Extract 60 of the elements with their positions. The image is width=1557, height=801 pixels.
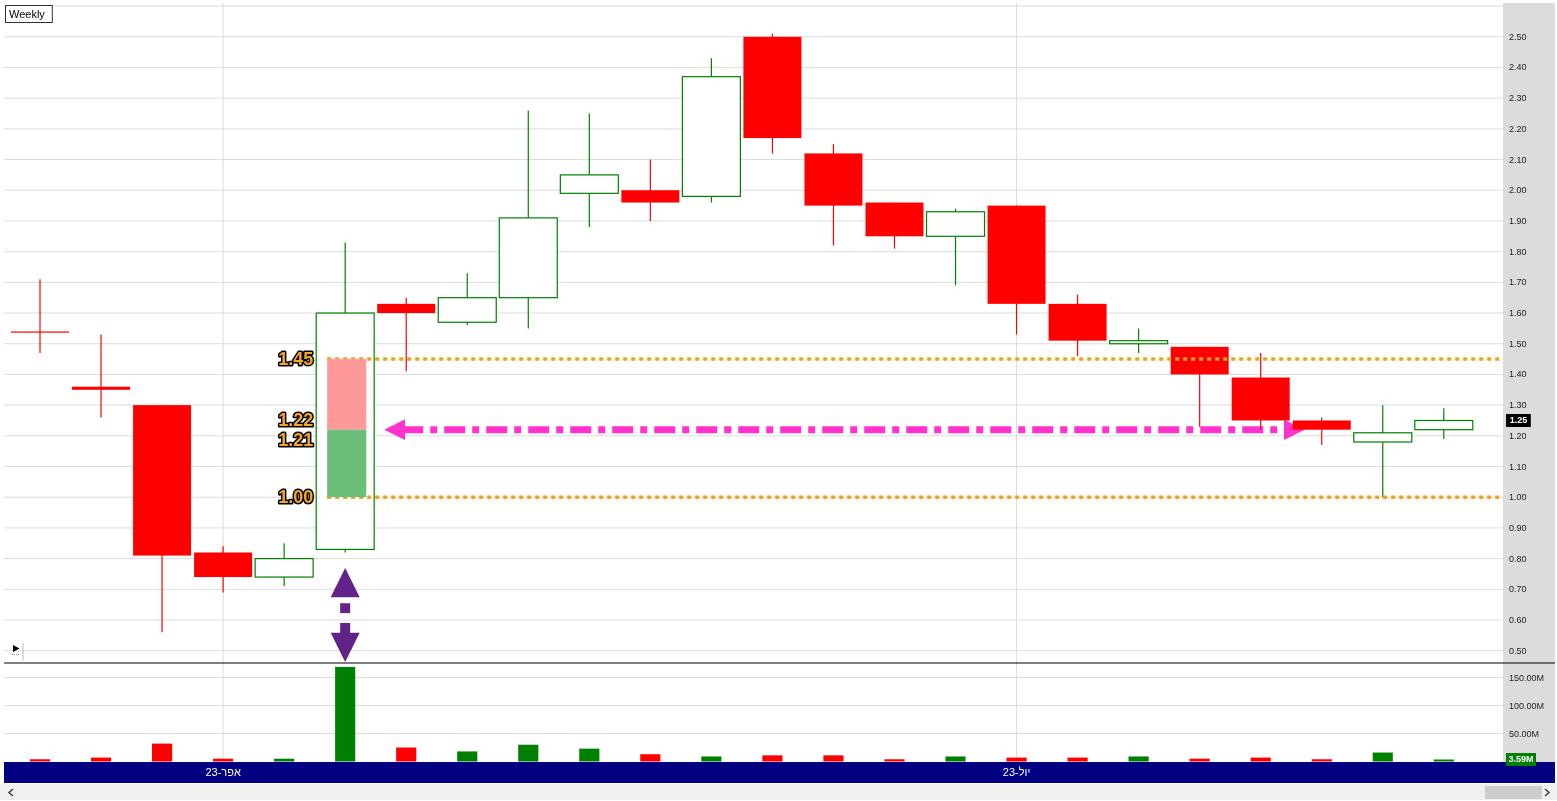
y-tick-label: 1.90 [1509,215,1527,226]
y-tick-label: 0.70 [1509,584,1527,595]
annotation: 1.22 [278,409,314,430]
y-tick-label: 2.20 [1509,123,1527,134]
ref-line-label: 1.45 [278,349,314,370]
candlestick [1109,327,1169,354]
y-tick-label: 1.70 [1509,277,1527,288]
bar [1250,757,1271,762]
y-tick-label: 2.10 [1509,154,1527,165]
candlestick [72,333,131,419]
bar [457,751,478,762]
bar [152,743,173,762]
bar [274,758,295,762]
bar [90,757,112,762]
bar [1372,752,1393,762]
bar [1311,759,1332,762]
bar [701,756,722,762]
bar [640,754,661,762]
candlestick [11,278,69,354]
bar [29,759,51,762]
chart-title: Weekly [9,8,46,20]
y-tick-label: 2.50 [1509,31,1527,42]
y-tick-label: 0.80 [1509,553,1527,564]
y-tick-label: 150.00M [1509,672,1545,683]
bar [1433,759,1454,762]
bar [1067,757,1088,762]
ref-line-label: 1.00 [278,487,314,508]
bar [518,744,539,762]
y-tick-label: 100.00M [1509,700,1545,711]
y-tick-label: 1.10 [1509,461,1527,472]
x-tick-label: יול-23 [1002,766,1031,778]
bar [1189,758,1210,762]
bar [396,747,417,762]
bar [213,758,234,762]
y-tick-label: 0.60 [1509,615,1527,626]
bar [579,748,600,762]
y-tick-label: 1.00 [1509,492,1527,503]
y-tick-label: 1.60 [1509,308,1527,319]
y-tick-label: 1.20 [1509,430,1527,441]
y-tick-label: 2.30 [1509,93,1527,104]
bar [1006,757,1027,762]
bar [1128,756,1149,762]
bar [762,755,783,762]
bar [823,755,844,762]
candlestick [377,297,436,372]
y-tick-label: 1.80 [1509,246,1527,257]
bar [335,666,356,762]
y-tick-label: 0.50 [1509,645,1527,656]
annotation: 1.21 [278,429,314,450]
y-tick-label: 1.40 [1509,369,1527,380]
x-tick-label: אפר-23 [205,766,241,778]
bar [945,756,966,762]
y-tick-label: 0.90 [1509,522,1527,533]
y-tick-label: 2.40 [1509,62,1527,73]
y-tick-label: 1.30 [1509,400,1527,411]
y-tick-label: 50.00M [1509,728,1540,739]
y-tick-label: 2.00 [1509,185,1527,196]
candlestick [1353,404,1413,498]
bar [884,759,905,762]
y-tick-label: 1.50 [1509,338,1527,349]
